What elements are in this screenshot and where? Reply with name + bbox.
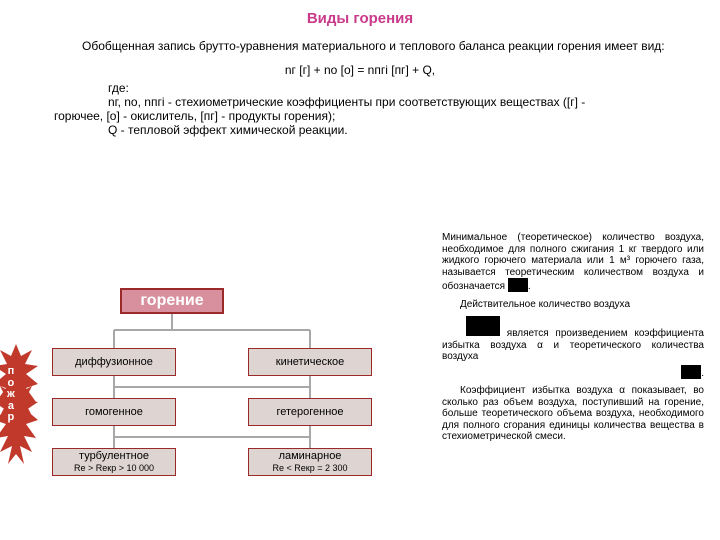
definitions: где: nг, nо, nпгi - стехиометрические ко… bbox=[0, 77, 720, 137]
diagram-root: горение bbox=[120, 288, 224, 314]
def-line: где: bbox=[108, 81, 690, 95]
box-line: Re < Reкр = 2 300 bbox=[249, 462, 371, 474]
burst-label: п о ж а р bbox=[7, 366, 15, 424]
diagram-box-kinetic: кинетическое bbox=[248, 348, 372, 376]
burst-letter: п bbox=[7, 366, 15, 378]
equation: nг [г] + nо [о] = nпгi [пг] + Q, bbox=[0, 63, 720, 77]
right-para-3: является произведением коэффициента избы… bbox=[442, 316, 704, 379]
right-column: Минимальное (теоретическое) количество в… bbox=[442, 232, 704, 449]
box-line: Re > Reкр > 10 000 bbox=[53, 462, 175, 474]
box-line: турбулентное bbox=[53, 450, 175, 462]
def-line: горючее, [о] - окислитель, [пг] - продук… bbox=[54, 109, 690, 123]
formula-box-icon bbox=[681, 365, 701, 379]
diagram-box-homogeneous: гомогенное bbox=[52, 398, 176, 426]
burst-icon bbox=[0, 344, 38, 464]
formula-box-icon bbox=[466, 316, 500, 336]
burst-letter: р bbox=[7, 412, 15, 424]
right-para-4: Коэффициент избытка воздуха α показывает… bbox=[442, 385, 704, 443]
page-title: Виды горения bbox=[0, 0, 720, 27]
diagram-box-turbulent: турбулентное Re > Reкр > 10 000 bbox=[52, 448, 176, 476]
right-text: Минимальное (теоретическое) количество в… bbox=[442, 232, 704, 292]
burst-letter: ж bbox=[7, 389, 15, 401]
diagram-box-diffusion: диффузионное bbox=[52, 348, 176, 376]
combustion-diagram: горение диффузионное кинетическое гомоге… bbox=[0, 288, 436, 524]
intro-text: Обобщенная запись брутто-уравнения матер… bbox=[0, 27, 720, 53]
def-line: Q - тепловой эффект химической реакции. bbox=[108, 123, 690, 137]
diagram-box-laminar: ламинарное Re < Reкр = 2 300 bbox=[248, 448, 372, 476]
formula-box-icon bbox=[508, 278, 528, 292]
diagram-box-heterogeneous: гетерогенное bbox=[248, 398, 372, 426]
right-para-1: Минимальное (теоретическое) количество в… bbox=[442, 232, 704, 293]
right-para-2: Действительное количество воздуха bbox=[442, 299, 704, 311]
def-line: nг, nо, nпгi - стехиометрические коэффиц… bbox=[108, 95, 690, 109]
box-line: ламинарное bbox=[249, 450, 371, 462]
